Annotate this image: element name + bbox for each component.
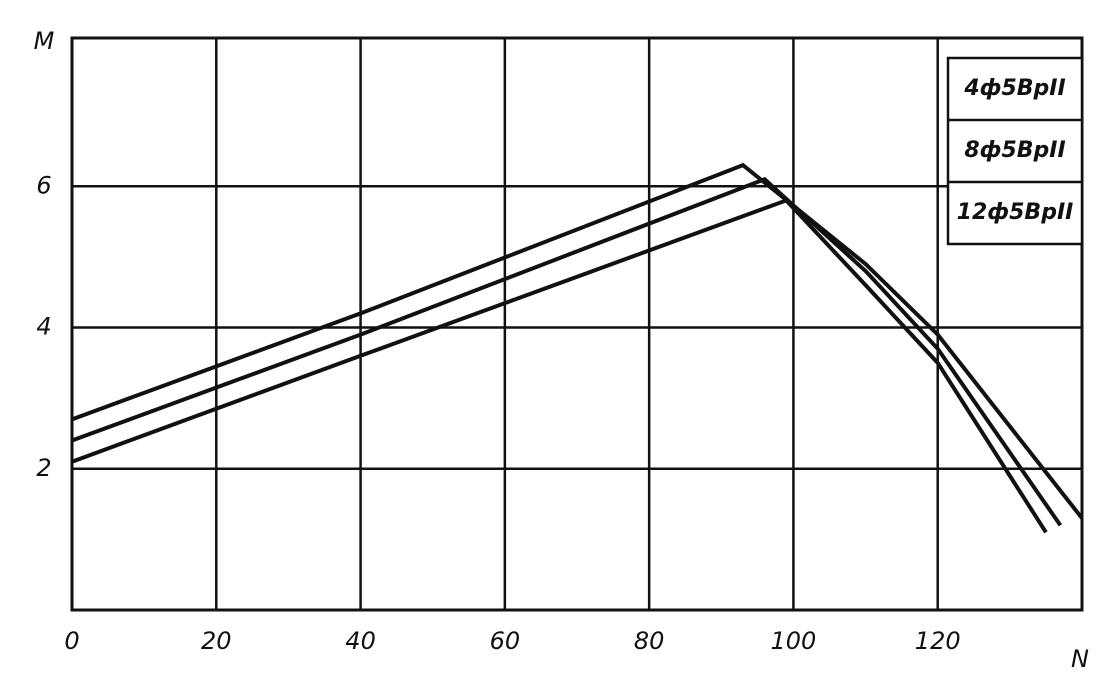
line-series [71, 198, 1048, 534]
x-tick-label: 0 [64, 627, 79, 655]
x-axis-label: N [1071, 645, 1089, 673]
x-tick-label: 20 [201, 627, 232, 655]
y-tick-label: 4 [36, 313, 51, 341]
y-axis-label: M [34, 27, 55, 55]
x-tick-label: 100 [771, 627, 817, 655]
line-series [71, 176, 1063, 527]
legend-label: 12ф5BpII [957, 200, 1074, 225]
legend-label: 8ф5BpII [964, 138, 1065, 163]
y-tick-label: 6 [36, 171, 51, 199]
x-tick-label: 40 [345, 627, 376, 655]
legend-box [946, 56, 1084, 246]
legend-label: 4ф5BpII [963, 76, 1065, 101]
x-tick-label: 60 [490, 627, 521, 655]
y-tick-label: 2 [36, 454, 51, 482]
x-tick-label: 120 [915, 627, 961, 655]
x-tick-label: 80 [634, 627, 665, 655]
plot-frame [70, 36, 1084, 612]
